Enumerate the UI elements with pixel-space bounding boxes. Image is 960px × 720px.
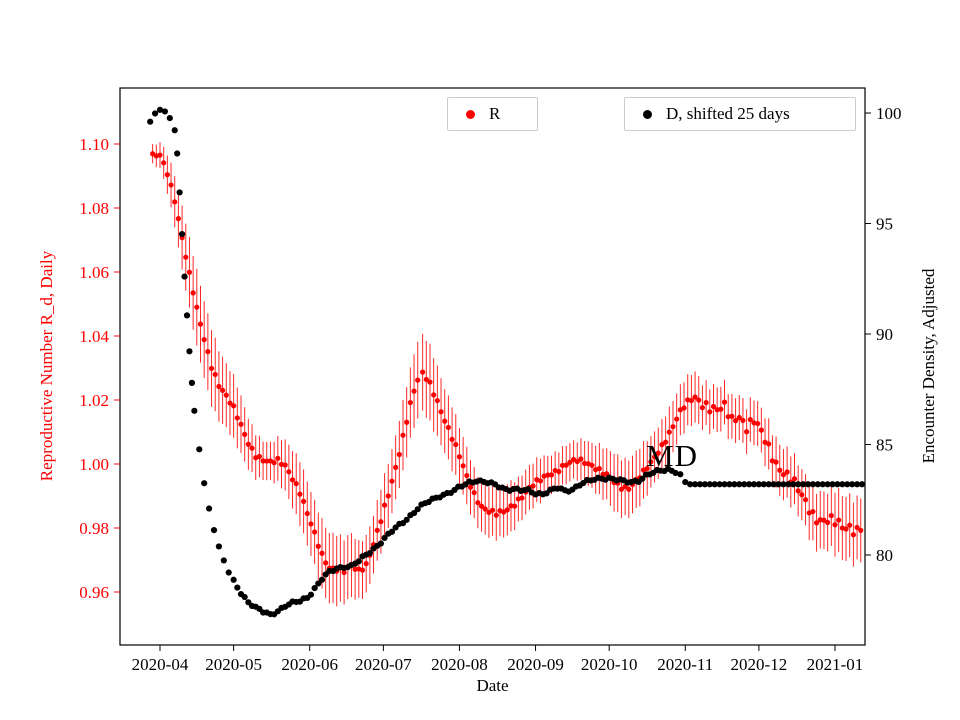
svg-text:90: 90 <box>876 325 893 344</box>
svg-text:2020-10: 2020-10 <box>581 655 638 674</box>
svg-text:1.06: 1.06 <box>79 263 109 282</box>
svg-text:2020-08: 2020-08 <box>431 655 488 674</box>
r-error-bars <box>152 142 862 607</box>
legend-d-label: D, shifted 25 days <box>666 104 790 123</box>
left-y-axis-label: Reproductive Number R_d, Daily <box>37 250 56 482</box>
annotation-md: MD <box>646 438 698 473</box>
svg-text:2020-11: 2020-11 <box>657 655 713 674</box>
svg-text:2020-07: 2020-07 <box>355 655 412 674</box>
svg-text:95: 95 <box>876 215 893 234</box>
svg-text:1.02: 1.02 <box>79 391 109 410</box>
svg-text:1.00: 1.00 <box>79 455 109 474</box>
svg-text:1.08: 1.08 <box>79 199 109 218</box>
svg-text:2020-09: 2020-09 <box>507 655 564 674</box>
svg-text:85: 85 <box>876 436 893 455</box>
legend-r: R <box>447 97 538 131</box>
d-series-dots <box>147 106 866 618</box>
x-axis-label: Date <box>476 676 509 695</box>
svg-text:0.98: 0.98 <box>79 519 109 538</box>
svg-text:80: 80 <box>876 546 893 565</box>
left-tick-labels: 1.10 1.08 1.06 1.04 1.02 1.00 0.98 0.96 <box>79 135 120 602</box>
svg-text:0.96: 0.96 <box>79 583 109 602</box>
right-y-axis-label: Encounter Density, Adjusted <box>919 268 938 464</box>
svg-text:2020-12: 2020-12 <box>731 655 788 674</box>
svg-text:2020-06: 2020-06 <box>281 655 338 674</box>
svg-text:2020-05: 2020-05 <box>205 655 262 674</box>
legend-r-label: R <box>489 104 501 123</box>
legend-d: D, shifted 25 days <box>624 97 856 131</box>
right-tick-labels: 100 95 90 85 80 <box>865 104 902 565</box>
plot-frame <box>119 87 866 646</box>
d-series-marker-icon <box>643 109 652 119</box>
svg-text:2021-01: 2021-01 <box>807 655 864 674</box>
x-tick-labels: 2020-04 2020-05 2020-06 2020-07 2020-08 2020-… <box>132 645 864 674</box>
svg-text:100: 100 <box>876 104 902 123</box>
svg-text:1.10: 1.10 <box>79 135 109 154</box>
svg-text:2020-04: 2020-04 <box>132 655 189 674</box>
r-series-dots <box>150 151 864 576</box>
r-series-marker-icon <box>466 109 475 119</box>
svg-text:1.04: 1.04 <box>79 327 109 346</box>
